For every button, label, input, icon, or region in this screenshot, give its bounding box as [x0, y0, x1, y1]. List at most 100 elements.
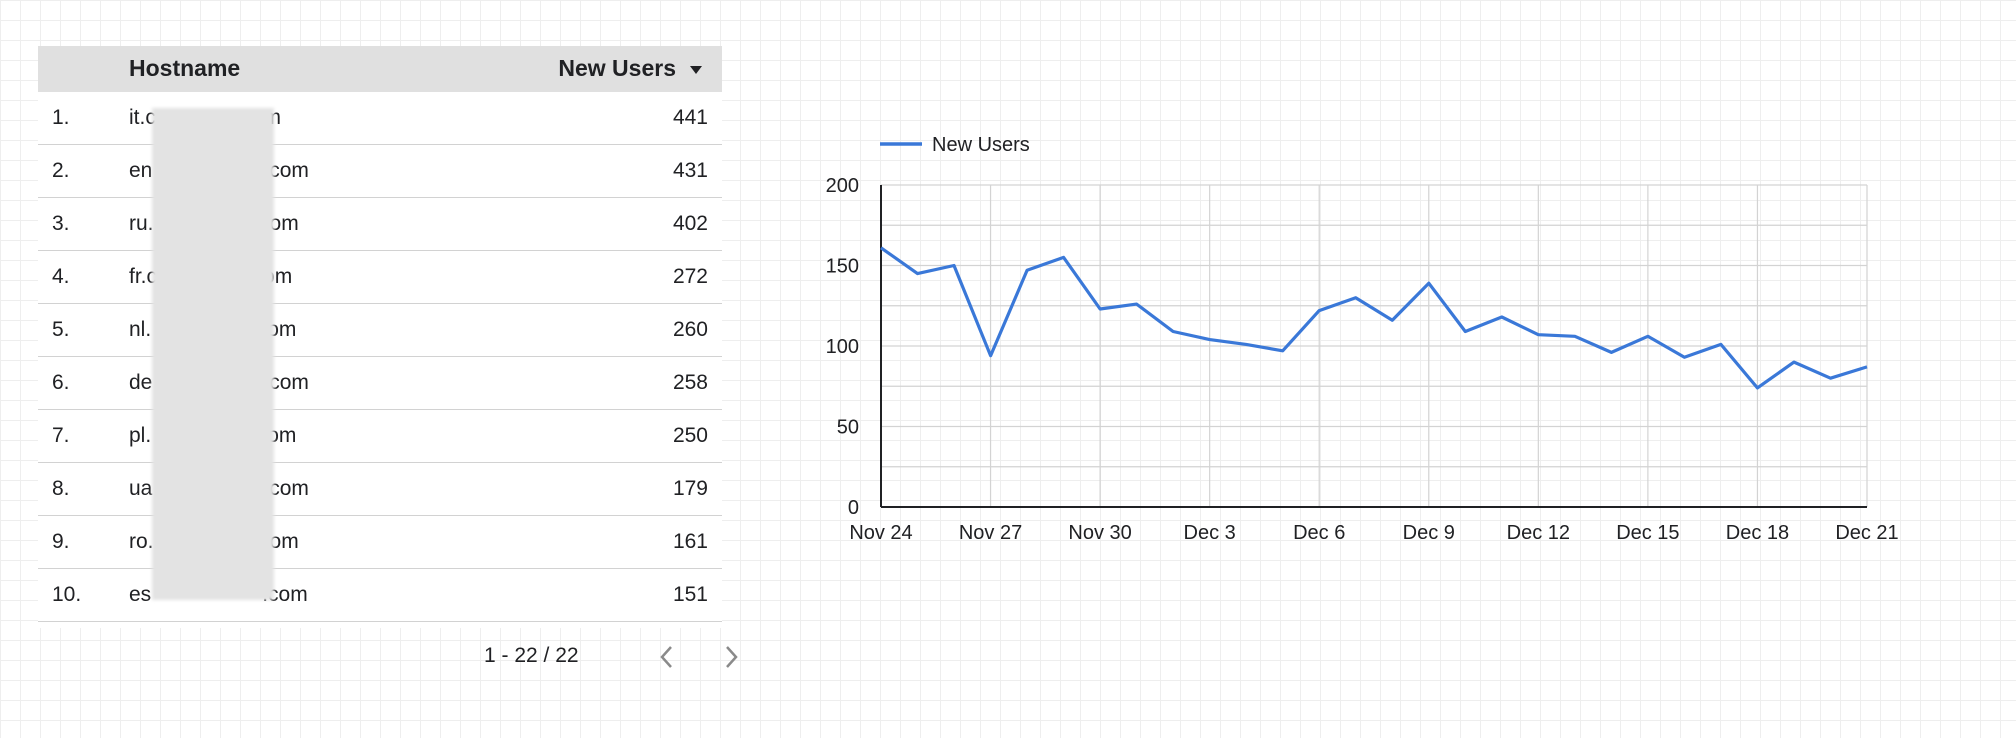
page-range-label: 1 - 22 / 22: [484, 644, 579, 667]
x-tick-label: Nov 30: [1068, 522, 1131, 544]
hostname-prefix: pl.: [129, 424, 152, 447]
data-point[interactable]: [1023, 266, 1031, 274]
hostname-suffix: om: [267, 318, 297, 341]
hostname-suffix: om: [269, 530, 299, 553]
data-point[interactable]: [1498, 313, 1506, 321]
data-point[interactable]: [1425, 279, 1433, 287]
chart-legend: New Users: [880, 134, 1030, 156]
x-tick-label: Dec 6: [1293, 522, 1345, 544]
row-index: 2.: [52, 159, 70, 182]
data-point[interactable]: [914, 270, 922, 278]
hostname-suffix: .com: [263, 159, 309, 182]
data-point[interactable]: [1534, 331, 1542, 339]
new-users-line-chart: 0 50 100 150 200 Nov 24 Nov 27 Nov 30 Dec 3 Dec …: [826, 134, 1899, 544]
table-header: Hostname New Users: [38, 46, 722, 92]
data-point[interactable]: [1060, 253, 1068, 261]
x-tick-label: Dec 3: [1184, 522, 1236, 544]
data-point[interactable]: [1826, 374, 1834, 382]
sort-desc-icon[interactable]: [690, 65, 702, 74]
row-hostname: ru. om: [129, 212, 299, 236]
row-hostname: nl. om: [129, 318, 296, 342]
data-point[interactable]: [1206, 336, 1214, 344]
data-point[interactable]: [1169, 328, 1177, 336]
x-axis-ticks: Nov 24 Nov 27 Nov 30 Dec 3 Dec 6 Dec 9 Dec 12 D…: [849, 522, 1898, 544]
data-point[interactable]: [1352, 294, 1360, 302]
table-body: 1. it.com 441 2. en.com 431 3. ru.om 402…: [38, 92, 722, 628]
pagination: 1 - 22 / 22: [38, 640, 738, 676]
data-point[interactable]: [1680, 353, 1688, 361]
data-point[interactable]: [1279, 347, 1287, 355]
hostname-suffix: .com: [263, 371, 309, 394]
row-hostname: en .com: [129, 159, 309, 183]
x-tick-label: Dec 9: [1403, 522, 1455, 544]
data-point[interactable]: [1753, 384, 1761, 392]
row-index: 3.: [52, 212, 70, 235]
row-index: 4.: [52, 265, 70, 288]
hostname-prefix: de: [129, 371, 153, 394]
data-point[interactable]: [1461, 328, 1469, 336]
y-tick-label: 100: [826, 336, 859, 358]
column-header-hostname[interactable]: Hostname: [129, 55, 241, 81]
data-point[interactable]: [1863, 363, 1871, 371]
series-line-new-users[interactable]: [880, 246, 1868, 390]
y-tick-label: 150: [826, 256, 859, 278]
data-point[interactable]: [1133, 300, 1141, 308]
hostname-suffix: om: [269, 212, 299, 235]
table-row[interactable]: 4. fr.c om 272: [38, 251, 722, 304]
y-axis-ticks: 0 50 100 150 200: [826, 175, 859, 519]
y-tick-label: 0: [848, 497, 859, 519]
hostname-prefix: it.c: [129, 106, 156, 129]
y-tick-label: 50: [837, 417, 859, 439]
chevron-left-icon[interactable]: [652, 640, 682, 674]
row-index: 5.: [52, 318, 70, 341]
data-point[interactable]: [1571, 332, 1579, 340]
hostname-prefix: es: [129, 583, 152, 606]
y-tick-label: 200: [826, 175, 859, 197]
table-row[interactable]: 9. ro. om 161: [38, 516, 722, 569]
data-point[interactable]: [1607, 348, 1615, 356]
chart-series: [877, 244, 1871, 392]
x-tick-label: Nov 27: [959, 522, 1022, 544]
x-tick-label: Dec 21: [1835, 522, 1898, 544]
chart-axes: [880, 185, 1867, 508]
table-row[interactable]: 3. ru. om 402: [38, 198, 722, 251]
hostname-suffix: .com: [263, 477, 309, 500]
row-index: 7.: [52, 424, 70, 447]
table-row[interactable]: 6. de .com 258: [38, 357, 722, 410]
table-row[interactable]: 5. nl. om 260: [38, 304, 722, 357]
table-row[interactable]: 10. es .com 151: [38, 569, 722, 622]
redaction-blur: [152, 108, 274, 600]
hostname-prefix: fr.c: [129, 265, 158, 288]
hostname-table: Hostname New Users 1. it.com 441 2. en.c…: [38, 46, 722, 630]
row-index: 1.: [52, 106, 70, 129]
row-index: 8.: [52, 477, 70, 500]
hostname-prefix: ua: [129, 477, 153, 500]
table-row[interactable]: 1. it.com 441: [38, 92, 722, 145]
column-header-new-users-label: New Users: [558, 55, 676, 81]
hostname-prefix: en: [129, 159, 153, 182]
data-point[interactable]: [987, 352, 995, 360]
row-new-users: 260: [672, 318, 708, 341]
table-row[interactable]: 7. pl. om 250: [38, 410, 722, 463]
data-point[interactable]: [877, 244, 885, 252]
data-point[interactable]: [1717, 340, 1725, 348]
hostname-prefix: nl.: [129, 318, 152, 341]
table-row[interactable]: 8. ua .com 179: [38, 463, 722, 516]
data-point[interactable]: [1315, 307, 1323, 315]
row-new-users: 258: [672, 371, 708, 394]
row-new-users: 441: [672, 106, 708, 129]
row-new-users: 151: [672, 583, 708, 606]
legend-label: New Users: [932, 134, 1030, 156]
data-point[interactable]: [1388, 316, 1396, 324]
row-new-users: 161: [672, 530, 708, 553]
row-index: 9.: [52, 530, 70, 553]
data-point[interactable]: [1242, 340, 1250, 348]
data-point[interactable]: [950, 262, 958, 270]
data-point[interactable]: [1096, 305, 1104, 313]
column-header-new-users[interactable]: New Users: [558, 55, 702, 82]
data-point[interactable]: [1790, 358, 1798, 366]
chevron-right-icon[interactable]: [716, 640, 746, 674]
data-point[interactable]: [1644, 332, 1652, 340]
x-tick-label: Nov 24: [849, 522, 912, 544]
table-row[interactable]: 2. en .com 431: [38, 145, 722, 198]
